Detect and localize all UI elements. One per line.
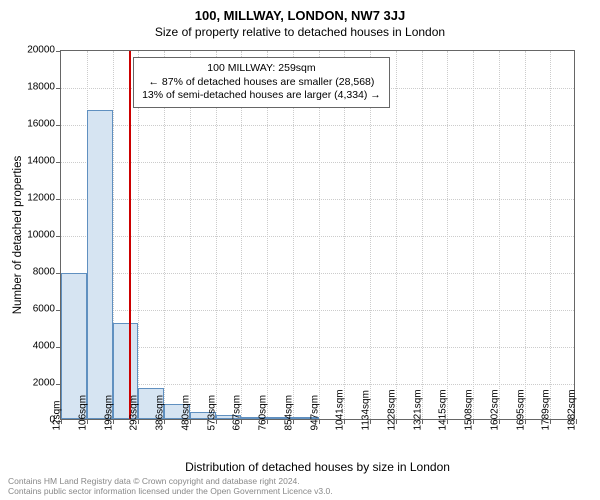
info-box: 100 MILLWAY: 259sqm← 87% of detached hou… xyxy=(133,57,390,108)
info-box-line1: 100 MILLWAY: 259sqm xyxy=(142,62,381,76)
y-tick xyxy=(56,51,61,52)
chart-plot-area: 100 MILLWAY: 259sqm← 87% of detached hou… xyxy=(60,50,575,420)
y-tick-label: 6000 xyxy=(33,304,55,315)
gridline-vertical xyxy=(499,51,500,419)
histogram-bar xyxy=(87,110,113,419)
y-tick xyxy=(56,88,61,89)
y-tick-label: 16000 xyxy=(27,119,55,130)
y-tick-label: 8000 xyxy=(33,267,55,278)
attribution-footer: Contains HM Land Registry data © Crown c… xyxy=(8,476,333,496)
gridline-vertical xyxy=(422,51,423,419)
info-box-line2: ← 87% of detached houses are smaller (28… xyxy=(142,76,381,90)
y-tick-label: 2000 xyxy=(33,378,55,389)
y-tick-label: 14000 xyxy=(27,156,55,167)
info-box-line3: 13% of semi-detached houses are larger (… xyxy=(142,89,381,103)
y-tick xyxy=(56,125,61,126)
y-tick xyxy=(56,199,61,200)
y-tick xyxy=(56,236,61,237)
y-tick-label: 4000 xyxy=(33,341,55,352)
y-axis-title: Number of detached properties xyxy=(12,156,24,315)
page-title: 100, MILLWAY, LONDON, NW7 3JJ xyxy=(0,0,600,23)
y-tick-label: 10000 xyxy=(27,230,55,241)
reference-line xyxy=(129,51,131,419)
x-axis-title: Distribution of detached houses by size … xyxy=(60,460,575,474)
y-axis-title-container: Number of detached properties xyxy=(10,50,25,420)
y-tick-label: 12000 xyxy=(27,193,55,204)
gridline-vertical xyxy=(525,51,526,419)
gridline-vertical xyxy=(396,51,397,419)
gridline-vertical xyxy=(447,51,448,419)
y-tick-label: 18000 xyxy=(27,82,55,93)
gridline-vertical xyxy=(550,51,551,419)
y-tick-label: 20000 xyxy=(27,45,55,56)
footer-line-1: Contains HM Land Registry data © Crown c… xyxy=(8,476,333,486)
gridline-vertical xyxy=(473,51,474,419)
chart-subtitle: Size of property relative to detached ho… xyxy=(0,23,600,39)
y-tick xyxy=(56,162,61,163)
footer-line-2: Contains public sector information licen… xyxy=(8,486,333,496)
